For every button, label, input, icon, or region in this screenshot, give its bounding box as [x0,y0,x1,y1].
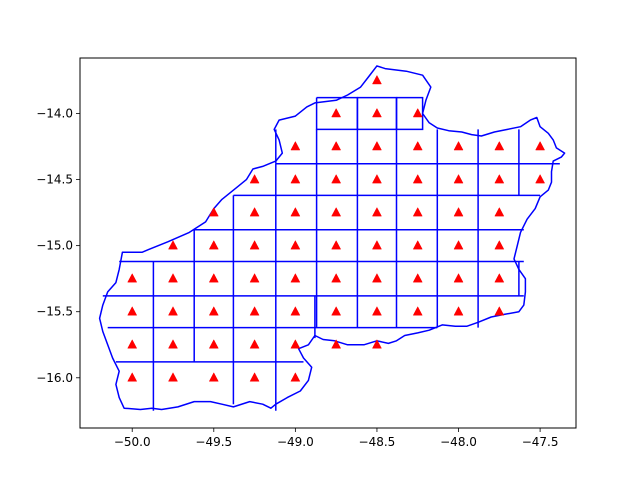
data-point-marker [412,174,423,184]
data-point-marker [494,306,505,316]
data-point-marker [494,240,505,250]
data-point-marker [535,141,546,151]
region-boundary [98,65,566,411]
axes-frame [79,57,577,429]
data-point-marker [290,339,301,349]
data-point-marker [249,306,260,316]
data-point-marker [168,372,178,382]
data-point-marker [494,273,505,283]
y-tick-label: −16.0 [36,371,73,385]
data-point-marker [412,207,423,217]
data-point-marker [453,273,464,283]
data-point-marker [290,306,301,316]
data-point-marker [208,339,219,349]
data-point-marker [249,174,260,184]
data-point-marker [331,107,342,118]
x-tick-label: −50.0 [114,435,151,449]
data-point-marker [453,141,464,151]
data-point-marker [208,372,219,382]
data-point-marker [127,372,138,382]
x-axis: −50.0 −49.5 −49.0 −48.5 −48.0 −47.5 [114,428,559,449]
data-point-marker [168,306,178,316]
data-point-marker [331,273,342,283]
y-tick-label: −14.0 [36,107,73,121]
data-point-marker [249,240,260,250]
data-point-marker [208,273,219,283]
data-point-marker [208,306,219,316]
data-point-marker [372,207,382,217]
x-tick-label: −47.5 [522,435,559,449]
data-point-marker [372,273,382,283]
data-point-marker [494,141,505,151]
data-point-marker [372,74,382,85]
data-point-marker [168,339,178,349]
data-point-marker [331,207,342,217]
data-point-marker [372,141,382,151]
data-point-marker [453,306,464,316]
data-point-marker [168,240,178,250]
data-point-marker [412,141,423,151]
x-tick-label: −49.5 [195,435,232,449]
data-point-marker [249,339,260,349]
y-tick-label: −15.5 [36,305,73,319]
data-point-marker [127,339,138,349]
data-point-marker [249,207,260,217]
data-point-marker [412,273,423,283]
data-point-marker [535,174,546,184]
data-point-marker [412,107,423,118]
data-point-marker [168,273,178,283]
data-point-marker [208,207,219,217]
y-tick-label: −15.0 [36,239,73,253]
data-point-marker [372,107,382,118]
data-point-marker [453,174,464,184]
x-tick-label: −49.0 [277,435,314,449]
data-point-marker [372,306,382,316]
data-point-marker [331,174,342,184]
data-point-marker [127,273,138,283]
data-point-marker [249,273,260,283]
data-point-marker [494,207,505,217]
data-point-marker [494,174,505,184]
data-point-marker [290,141,301,151]
data-point-marker [208,240,219,250]
data-point-marker [127,306,138,316]
y-tick-label: −14.5 [36,173,73,187]
data-point-marker [412,306,423,316]
plot-area [98,65,566,411]
data-point-marker [412,240,423,250]
data-point-marker [249,372,260,382]
x-tick-label: −48.0 [440,435,477,449]
data-point-marker [453,240,464,250]
data-point-marker [290,174,301,184]
data-point-marker [453,207,464,217]
data-point-marker [372,339,382,349]
data-point-marker [372,174,382,184]
data-point-marker [372,240,382,250]
x-tick-label: −48.5 [359,435,396,449]
data-point-marker [290,240,301,250]
data-point-marker [290,273,301,283]
data-point-marker [331,306,342,316]
data-point-marker [331,240,342,250]
data-point-marker [290,372,301,382]
data-point-marker [331,141,342,151]
data-point-marker [331,339,342,349]
y-axis: −14.0 −14.5 −15.0 −15.5 −16.0 [36,107,80,385]
grid-cell-edge [395,96,424,131]
data-point-marker [290,207,301,217]
